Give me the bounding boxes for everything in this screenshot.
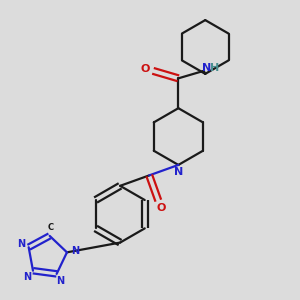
- Text: N: N: [57, 276, 65, 286]
- Text: N: N: [23, 272, 31, 282]
- Text: N: N: [202, 63, 212, 73]
- Text: H: H: [211, 63, 220, 73]
- Text: N: N: [174, 167, 183, 177]
- Text: O: O: [156, 203, 166, 213]
- Text: O: O: [141, 64, 150, 74]
- Text: N: N: [71, 246, 79, 256]
- Text: N: N: [17, 238, 25, 249]
- Text: C: C: [48, 223, 54, 232]
